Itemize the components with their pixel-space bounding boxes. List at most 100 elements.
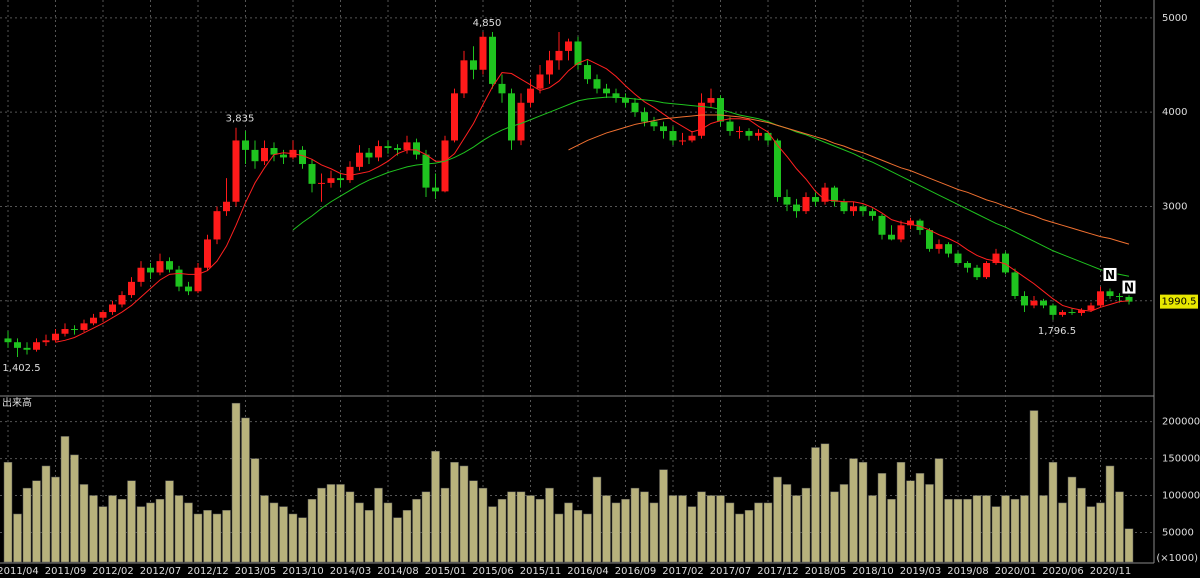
candle-body bbox=[156, 261, 164, 273]
x-tick-label: 2016/04 bbox=[567, 566, 609, 577]
candle-body bbox=[1030, 300, 1038, 306]
candle-body bbox=[204, 239, 211, 268]
x-tick-label: 2019/08 bbox=[947, 566, 989, 577]
candle-body bbox=[175, 269, 183, 287]
candle-body bbox=[755, 132, 762, 136]
x-tick-label: 2016/09 bbox=[615, 566, 657, 577]
candle-body bbox=[346, 166, 354, 181]
volume-bar bbox=[697, 491, 706, 563]
candle-body bbox=[99, 312, 107, 318]
candle-body bbox=[631, 102, 639, 113]
candle-body bbox=[1002, 253, 1009, 273]
candle-body bbox=[71, 329, 78, 331]
volume-bar bbox=[744, 510, 754, 563]
x-tick-label: 2015/06 bbox=[472, 566, 514, 577]
signal-box bbox=[1102, 266, 1118, 282]
volume-bar bbox=[250, 458, 260, 563]
volume-bar bbox=[393, 517, 402, 563]
last-price-label: 1990.5 bbox=[1162, 297, 1197, 308]
volume-tick-label: 200000 bbox=[1162, 417, 1200, 428]
signal-label: N bbox=[1105, 268, 1115, 282]
volume-bar bbox=[1020, 495, 1029, 563]
volume-bar bbox=[801, 487, 811, 563]
volume-bar bbox=[554, 513, 564, 563]
candle-body bbox=[935, 244, 943, 249]
volume-bar bbox=[1029, 410, 1039, 563]
volume-bar bbox=[678, 495, 687, 563]
volume-bar bbox=[184, 502, 193, 563]
candle-body bbox=[308, 164, 316, 184]
candle-body bbox=[52, 333, 59, 341]
candle-body bbox=[593, 79, 601, 89]
candle-body bbox=[23, 347, 31, 350]
candle-body bbox=[888, 234, 895, 240]
volume-bar bbox=[611, 502, 621, 563]
volume-bar bbox=[60, 436, 70, 563]
y-tick-label: 5000 bbox=[1162, 13, 1187, 24]
volume-bar bbox=[887, 498, 896, 563]
candle-body bbox=[660, 126, 667, 132]
volume-bar bbox=[326, 484, 336, 563]
x-tick-label: 2020/06 bbox=[1042, 566, 1084, 577]
candle-body bbox=[916, 220, 924, 231]
candle-body bbox=[527, 88, 534, 103]
candle-body bbox=[109, 304, 116, 313]
candle-body bbox=[61, 329, 69, 334]
volume-bar bbox=[412, 498, 421, 563]
candle-body bbox=[736, 131, 743, 133]
candle-body bbox=[745, 131, 753, 136]
volume-bar bbox=[212, 513, 222, 563]
volume-bar bbox=[507, 491, 516, 563]
candle-body bbox=[1011, 272, 1019, 297]
candle-body bbox=[403, 142, 411, 150]
candle-body bbox=[669, 131, 677, 141]
candle-body bbox=[261, 148, 268, 162]
candle-body bbox=[337, 178, 344, 181]
candle-body bbox=[42, 340, 50, 343]
candle-body bbox=[812, 197, 819, 202]
candle-body bbox=[954, 253, 962, 264]
volume-bar bbox=[754, 502, 763, 563]
volume-bar bbox=[1115, 491, 1124, 563]
volume-bar bbox=[640, 491, 649, 563]
candle-body bbox=[280, 154, 287, 158]
x-tick-label: 2011/09 bbox=[45, 566, 87, 577]
candle-body bbox=[470, 60, 477, 70]
volume-bar bbox=[1067, 476, 1077, 563]
volume-bar bbox=[906, 480, 915, 563]
volume-bar bbox=[1010, 498, 1020, 563]
candle-body bbox=[992, 253, 1000, 264]
candle-body bbox=[441, 140, 449, 192]
volume-bar bbox=[773, 476, 782, 563]
volume-bar bbox=[231, 402, 241, 563]
candle-body bbox=[878, 215, 886, 235]
volume-bar bbox=[934, 458, 944, 563]
candle-body bbox=[147, 267, 154, 273]
candle-body bbox=[774, 140, 781, 198]
volume-bar bbox=[174, 495, 184, 563]
volume-bar bbox=[488, 506, 497, 563]
candle-body bbox=[726, 121, 734, 132]
price-annotation: 1,796.5 bbox=[1038, 326, 1076, 337]
candle-body bbox=[1116, 296, 1123, 298]
volume-bar bbox=[13, 513, 22, 563]
candle-body bbox=[945, 244, 952, 254]
volume-bar bbox=[155, 498, 165, 563]
volume-bar bbox=[117, 498, 127, 563]
x-tick-label: 2017/07 bbox=[710, 566, 752, 577]
volume-bar bbox=[915, 473, 925, 563]
candle-body bbox=[612, 93, 620, 99]
candle-body bbox=[622, 98, 629, 103]
volume-bar bbox=[583, 513, 592, 563]
x-tick-label: 2015/11 bbox=[520, 566, 562, 577]
volume-bar bbox=[260, 495, 269, 563]
volume-bar bbox=[70, 454, 79, 563]
candle-body bbox=[185, 286, 192, 292]
candle-body bbox=[356, 152, 363, 167]
candle-body bbox=[764, 132, 772, 141]
volume-bar bbox=[621, 498, 630, 563]
volume-title: 出来高 bbox=[2, 396, 32, 409]
volume-bar bbox=[972, 495, 982, 563]
candle-body bbox=[555, 50, 563, 61]
